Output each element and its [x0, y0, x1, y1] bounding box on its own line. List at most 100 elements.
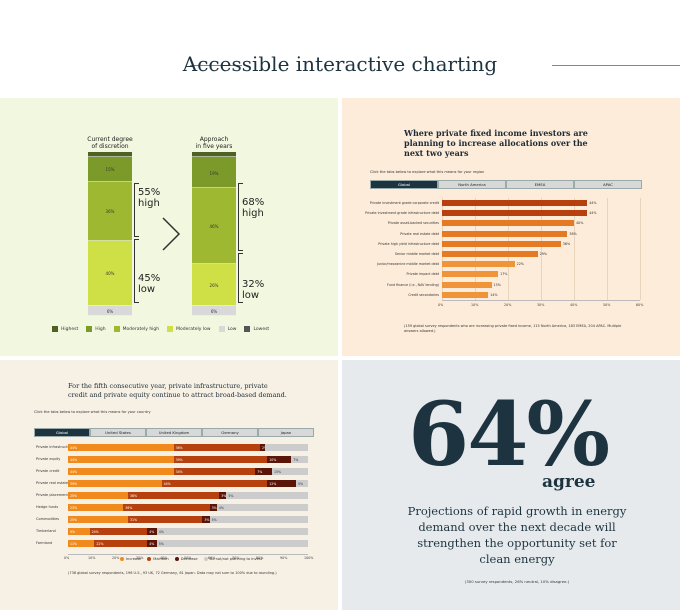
bar-value-label: 22%	[516, 262, 524, 267]
legend-label: Moderately low	[176, 326, 211, 332]
legend-label: Maintain	[153, 557, 169, 561]
stack-segment	[267, 456, 292, 463]
stack-segment-label: 3%	[221, 493, 227, 498]
stack-segment-label: 5%	[228, 493, 234, 498]
bar-value-label: 38%	[569, 231, 577, 236]
x-tick-label: 90%	[280, 556, 288, 560]
legend-label: Do not/not planning to invest	[209, 557, 263, 561]
x-axis	[68, 554, 308, 555]
stack-segment-label: 25%	[70, 493, 78, 498]
col2-high-pct: 68%	[242, 197, 265, 208]
legend-swatch	[86, 326, 93, 332]
legend-item: Low	[218, 326, 237, 332]
allocation-chart-panel: Where private fixed income investors are…	[342, 98, 680, 356]
stack-segment	[173, 444, 260, 451]
legend-item: Increase	[120, 557, 141, 561]
row-category-label: Private real estate	[36, 481, 69, 485]
region-tab[interactable]: Global	[370, 180, 438, 189]
stack-segment-label: 5%	[211, 517, 217, 522]
col1-segment-label: 6%	[106, 309, 114, 315]
stack-segment	[156, 528, 308, 535]
stack-segment-label: 4%	[218, 505, 224, 510]
stack-segment-label: 4%	[149, 541, 155, 546]
region-tab[interactable]: APAC	[574, 180, 642, 189]
grid-line	[640, 198, 641, 300]
legend-label: Low	[227, 326, 237, 332]
legend-item: Do not/not planning to invest	[203, 557, 263, 561]
row-category-label: Private infrastructure	[36, 445, 74, 449]
stack-segment-label: 9%	[70, 529, 76, 534]
stack-segment-label: 12%	[269, 481, 277, 486]
demand-chart-panel: For the fifth consecutive year, private …	[0, 360, 338, 610]
col2-title: Approach in five years	[195, 136, 233, 150]
bar	[442, 261, 515, 268]
country-tab[interactable]: Global	[34, 428, 90, 437]
col1-segment	[88, 181, 132, 241]
stack-segment-label: 5%	[158, 541, 164, 546]
current-discretion-stack: 15% 36% 40% 6%	[88, 152, 132, 316]
stack-segment-label: 44%	[70, 469, 78, 474]
stack-segment-label: 3%	[204, 517, 210, 522]
big-percentage: 64%	[408, 382, 610, 486]
col1-segment	[88, 156, 132, 182]
legend-item: Moderately low	[167, 326, 211, 332]
row-category-label: Hedge funds	[36, 505, 59, 509]
legend-label: High	[95, 326, 106, 332]
legend-label: Increase	[126, 557, 142, 561]
x-tick-label: 20%	[112, 556, 120, 560]
stack-segment	[255, 468, 272, 475]
stack-segment-label: 10%	[269, 457, 277, 462]
stack-segment-label: 39%	[70, 481, 78, 486]
bar-category-label: Private asset-backed securities	[387, 221, 439, 226]
legend-item: Moderately high	[113, 326, 159, 332]
discretion-legend: Highest High Moderately high Moderately low…	[52, 326, 269, 332]
row-category-label: Timberland	[36, 529, 56, 533]
x-tick-label: 0%	[438, 303, 444, 307]
country-tab[interactable]: Germany	[202, 428, 258, 437]
page-title: Accessible interactive charting	[182, 52, 498, 76]
col2-low-brace	[238, 253, 243, 303]
bar-value-label: 44%	[589, 201, 597, 205]
col2-low-pct: 32%	[242, 279, 265, 290]
stack-segment-label: 15%	[274, 469, 282, 474]
stack-segment	[68, 456, 174, 463]
stack-segment	[260, 444, 265, 451]
bar-category-label: Senior middle market debt	[394, 252, 439, 256]
legend-swatch	[218, 326, 225, 332]
grid-line	[508, 198, 509, 300]
col2-segment-label: 19%	[209, 170, 219, 176]
stack-segment-label: 39%	[175, 457, 183, 462]
grid-line	[442, 198, 443, 300]
x-axis	[442, 300, 640, 301]
stack-segment-label: 5%	[298, 481, 304, 486]
stack-segment	[264, 444, 308, 451]
stack-segment	[68, 504, 124, 511]
bar	[442, 271, 499, 278]
col2-segment-label: 6%	[210, 309, 218, 315]
stack-segment	[128, 492, 220, 499]
x-tick-label: 10%	[88, 556, 96, 560]
bar	[442, 251, 538, 257]
stack-segment-label: 44%	[163, 481, 171, 486]
x-tick-label: 0%	[64, 556, 70, 560]
region-tab[interactable]: EMEA	[506, 180, 574, 189]
bar-category-label: Fund finance (i.e., NAV lending)	[387, 282, 439, 287]
grid-line	[541, 198, 542, 300]
bar-category-label: Private impact debt	[406, 272, 439, 277]
col2-high-word: high	[242, 208, 264, 219]
col1-segment-label: 40%	[105, 271, 115, 277]
stack-segment-label: 34%	[175, 469, 183, 474]
country-tab[interactable]: United States	[90, 428, 146, 437]
legend-swatch	[167, 326, 174, 332]
region-tab[interactable]: North America	[438, 180, 506, 189]
col1-low-word: low	[138, 284, 156, 295]
stack-segment	[147, 528, 157, 535]
country-tab[interactable]: United Kingdom	[146, 428, 202, 437]
x-tick-label: 100%	[304, 556, 314, 560]
stack-segment	[209, 504, 217, 511]
bar	[442, 220, 574, 227]
page-header: Accessible interactive charting	[0, 0, 680, 98]
row-category-label: Private placements	[36, 493, 70, 497]
country-tab[interactable]: Japan	[258, 428, 314, 437]
row-category-label: Private credit	[36, 469, 60, 473]
